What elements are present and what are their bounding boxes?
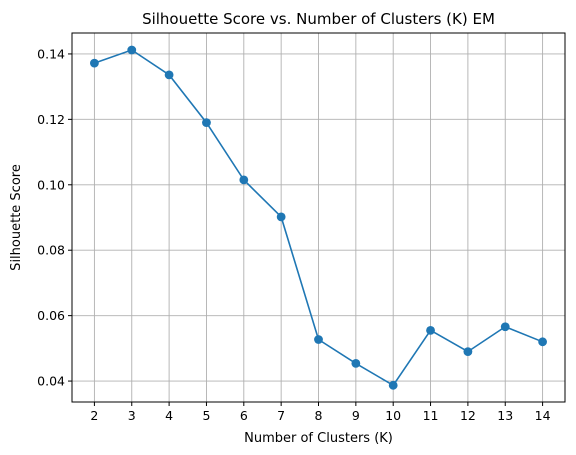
x-tick-label: 10 (385, 408, 401, 423)
x-axis-label: Number of Clusters (K) (244, 431, 393, 446)
y-tick-label: 0.08 (37, 243, 65, 258)
data-point (500, 322, 510, 332)
data-point (127, 45, 137, 55)
y-tick-label: 0.10 (37, 177, 65, 192)
y-tick-label: 0.06 (37, 308, 65, 323)
x-tick-label: 4 (165, 408, 173, 423)
data-point (164, 70, 174, 80)
x-tick-label: 7 (277, 408, 285, 423)
x-tick-label: 11 (423, 408, 439, 423)
data-point (239, 175, 249, 185)
grid-lines (72, 33, 565, 402)
x-tick-label: 13 (497, 408, 513, 423)
x-tick-label: 8 (315, 408, 323, 423)
data-point (388, 380, 398, 390)
x-tick-label: 12 (460, 408, 476, 423)
y-tick-label: 0.14 (37, 46, 65, 61)
data-point (202, 118, 211, 128)
axis-ticks (68, 53, 544, 406)
x-tick-label: 9 (352, 408, 360, 423)
series-silhouette-score (90, 45, 547, 390)
data-point (276, 212, 286, 222)
y-tick-label: 0.04 (37, 374, 65, 389)
data-point (463, 347, 473, 357)
y-axis-label: Silhouette Score (9, 164, 24, 271)
plot-area-frame (71, 32, 566, 403)
chart-title: Silhouette Score vs. Number of Clusters … (142, 10, 495, 28)
x-tick-labels: 2 3 4 5 6 7 8 9 10 11 12 13 14 (90, 408, 550, 423)
data-point (538, 337, 547, 347)
x-tick-label: 5 (202, 408, 210, 423)
data-point (90, 58, 99, 68)
y-tick-labels: 0.04 0.06 0.08 0.10 0.12 0.14 (37, 46, 65, 388)
data-point (351, 358, 361, 368)
y-tick-label: 0.12 (37, 112, 65, 127)
x-tick-label: 3 (128, 408, 136, 423)
x-tick-label: 6 (240, 408, 248, 423)
x-tick-label: 2 (90, 408, 98, 423)
x-tick-label: 14 (535, 408, 551, 423)
data-point (426, 325, 435, 335)
data-point (314, 335, 323, 344)
